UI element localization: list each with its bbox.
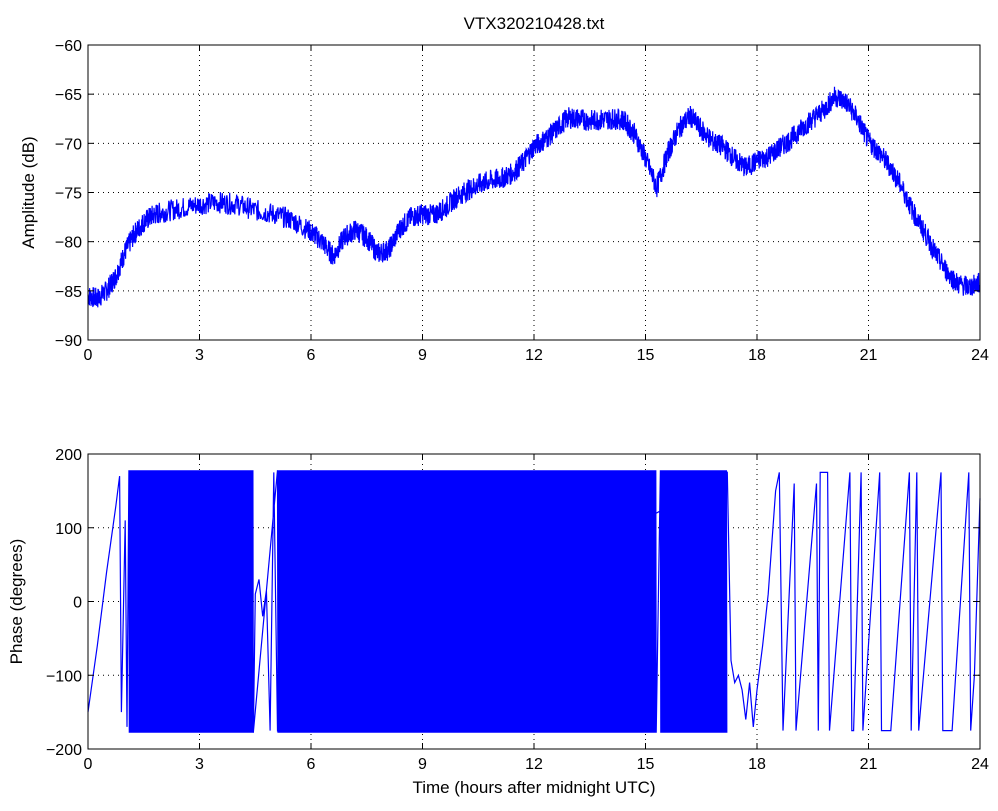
x-tick-label: 3: [195, 756, 204, 773]
x-tick-label: 18: [748, 756, 766, 773]
y-tick-label: −85: [55, 284, 82, 301]
x-axis-label: Time (hours after midnight UTC): [412, 778, 655, 797]
y-axis-label: Amplitude (dB): [19, 136, 38, 248]
x-tick-label: 6: [307, 347, 316, 364]
y-tick-label: 100: [55, 521, 82, 538]
x-tick-label: 6: [307, 756, 316, 773]
x-tick-label: 21: [860, 756, 878, 773]
y-tick-label: −200: [46, 742, 82, 759]
x-tick-label: 12: [525, 756, 543, 773]
y-tick-label: −60: [55, 38, 82, 55]
amplitude-axes: 0 3 6 9 12 15 18 21 24 −60 −65 −70 −75 −80 −85 −90 VTX32…: [19, 14, 989, 364]
y-axis-label: Phase (degrees): [7, 539, 26, 665]
x-tick-label: 9: [418, 756, 427, 773]
y-tick-label: −90: [55, 333, 82, 350]
x-tick-label: 0: [84, 347, 93, 364]
phase-axes: 0 3 6 9 12 15 18 21 24 200 100 0 −100 −200 Time (hours…: [7, 447, 989, 797]
y-tick-label: −80: [55, 235, 82, 252]
y-tick-label: 200: [55, 447, 82, 464]
x-tick-label: 24: [971, 756, 989, 773]
x-tick-label: 12: [525, 347, 543, 364]
x-tick-label: 24: [971, 347, 989, 364]
x-tick-label: 18: [748, 347, 766, 364]
y-tick-label: −65: [55, 87, 82, 104]
x-tick-label: 9: [418, 347, 427, 364]
x-tick-label: 0: [84, 756, 93, 773]
data-line: [87, 470, 981, 733]
x-tick-label: 15: [637, 347, 655, 364]
chart-title: VTX320210428.txt: [464, 14, 605, 33]
y-tick-label: −75: [55, 186, 82, 203]
x-tick-label: 21: [860, 347, 878, 364]
data-line: [87, 86, 981, 308]
y-tick-label: −70: [55, 136, 82, 153]
y-tick-label: 0: [73, 595, 82, 612]
x-tick-label: 3: [195, 347, 204, 364]
y-tick-label: −100: [46, 668, 82, 685]
x-tick-label: 15: [637, 756, 655, 773]
